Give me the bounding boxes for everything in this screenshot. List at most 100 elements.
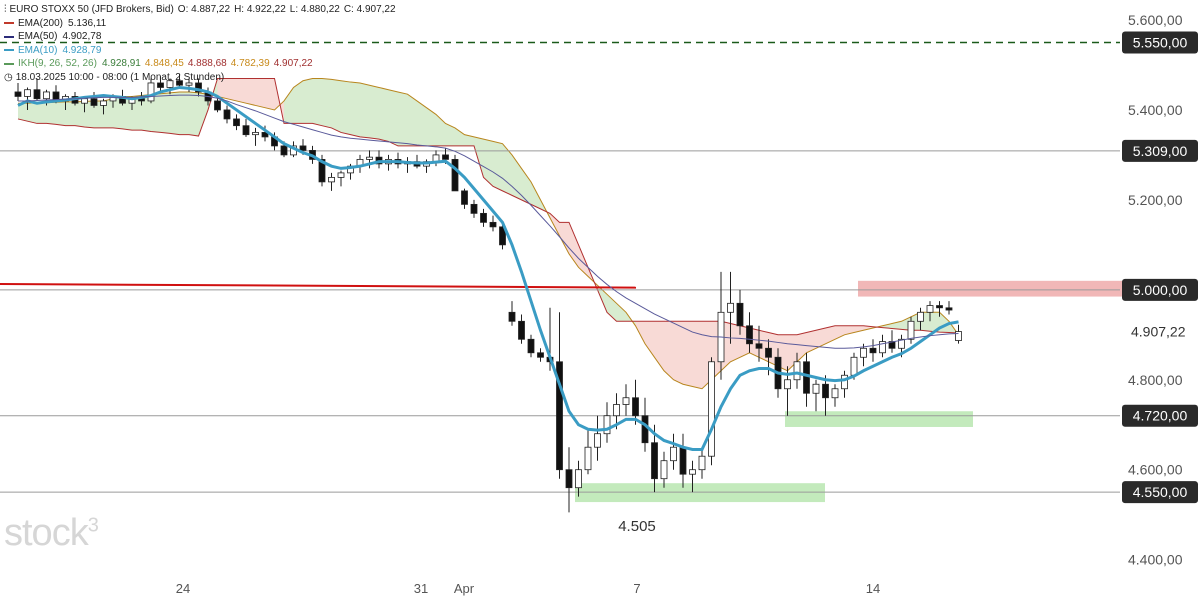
candle[interactable] <box>945 307 953 311</box>
candle[interactable] <box>613 404 620 417</box>
candle[interactable] <box>803 361 810 394</box>
candle[interactable] <box>299 145 307 151</box>
candle[interactable] <box>869 347 877 354</box>
candle[interactable] <box>518 320 525 340</box>
candle[interactable] <box>280 145 288 156</box>
price-badge[interactable] <box>1122 31 1198 54</box>
candle[interactable] <box>679 446 687 475</box>
candle[interactable] <box>223 109 231 120</box>
candle[interactable] <box>841 374 848 390</box>
candle[interactable] <box>157 82 164 88</box>
candle[interactable] <box>907 320 915 340</box>
candle[interactable] <box>831 388 839 399</box>
candle[interactable] <box>556 361 563 471</box>
candle[interactable] <box>689 469 696 475</box>
candle[interactable] <box>166 80 174 88</box>
timeframe-row: ◷ 18.03.2025 10:00 - 08:00 (1 Monat, 2 S… <box>4 71 400 85</box>
price-badge[interactable] <box>1122 139 1198 162</box>
x-axis[interactable]: 24 31 Apr 7 14 <box>176 581 880 596</box>
candle[interactable] <box>442 154 449 160</box>
legend-ema50[interactable]: EMA(50) 4.902,78 <box>4 30 400 44</box>
candle[interactable] <box>917 311 924 322</box>
candle[interactable] <box>698 455 706 471</box>
candle[interactable] <box>670 446 677 462</box>
candle[interactable] <box>812 383 820 394</box>
candle[interactable] <box>736 302 744 327</box>
candle[interactable] <box>33 89 41 100</box>
candle[interactable] <box>480 212 487 223</box>
candle[interactable] <box>233 118 240 127</box>
candle[interactable] <box>926 305 934 313</box>
candle[interactable] <box>784 379 791 390</box>
candle[interactable] <box>955 331 962 341</box>
candle[interactable] <box>24 89 31 97</box>
candle[interactable] <box>451 159 459 192</box>
candle[interactable] <box>318 159 326 183</box>
candle[interactable] <box>100 100 107 106</box>
candle[interactable] <box>43 91 50 100</box>
legend-ema200[interactable]: EMA(200) 5.136,11 <box>4 17 400 31</box>
candle[interactable] <box>632 397 639 417</box>
candle[interactable] <box>594 433 601 448</box>
candle[interactable] <box>470 203 478 214</box>
candle[interactable] <box>537 352 544 358</box>
candle[interactable] <box>651 442 658 480</box>
price-badge[interactable] <box>1122 278 1198 301</box>
candle[interactable] <box>584 446 592 471</box>
candle[interactable] <box>708 361 715 457</box>
legend-ema10[interactable]: EMA(10) 4.928,79 <box>4 44 400 58</box>
legend-ikh[interactable]: IKH(9, 26, 52, 26) 4.928,91 4.848,45 4.8… <box>4 57 400 71</box>
y-axis[interactable]: 5.600,00 5.400,00 5.200,00 4.800,00 4.600,00… <box>1122 12 1198 568</box>
candle[interactable] <box>328 176 335 183</box>
candle[interactable] <box>603 415 611 435</box>
y-tick-label: 4.400,00 <box>1128 552 1183 568</box>
candle[interactable] <box>641 415 649 444</box>
candle[interactable] <box>489 221 497 228</box>
candle[interactable] <box>727 302 734 313</box>
cloud-segment <box>293 80 303 124</box>
candle[interactable] <box>195 82 202 93</box>
candle[interactable] <box>508 311 516 322</box>
candle[interactable] <box>81 98 88 104</box>
candle[interactable] <box>860 347 867 358</box>
candle[interactable] <box>499 226 506 246</box>
candle[interactable] <box>527 338 535 354</box>
x-tick-label: Apr <box>454 581 475 596</box>
candle[interactable] <box>850 356 858 376</box>
candle[interactable] <box>755 343 763 349</box>
logo-sup: 3 <box>87 514 99 537</box>
candle[interactable] <box>147 82 155 102</box>
candle[interactable] <box>746 325 753 345</box>
candle[interactable] <box>765 347 772 358</box>
candle[interactable] <box>879 341 886 354</box>
cloud-segment <box>816 328 826 349</box>
candle[interactable] <box>242 125 250 136</box>
cloud-segment <box>151 93 161 133</box>
candle[interactable] <box>366 156 373 160</box>
candle[interactable] <box>822 383 829 399</box>
candle[interactable] <box>936 305 943 309</box>
candle[interactable] <box>660 460 668 480</box>
legend-label: EMA(200) <box>18 17 64 29</box>
candle[interactable] <box>252 132 259 136</box>
candle[interactable] <box>793 361 801 381</box>
candle[interactable] <box>461 190 468 205</box>
ema50-swatch <box>4 35 14 38</box>
price-badge[interactable] <box>1122 404 1198 427</box>
cloud-segment <box>673 321 683 385</box>
candle[interactable] <box>575 469 582 489</box>
candle[interactable] <box>214 100 221 111</box>
candle[interactable] <box>176 80 183 86</box>
candle[interactable] <box>622 397 630 405</box>
price-badge[interactable] <box>1122 481 1198 504</box>
x-tick-label: 24 <box>176 581 190 596</box>
candle[interactable] <box>14 91 22 97</box>
legend-value: 4.888,68 <box>187 58 227 69</box>
candle[interactable] <box>565 469 573 489</box>
candle[interactable] <box>898 338 905 349</box>
candle[interactable] <box>261 132 269 138</box>
candle[interactable] <box>185 82 193 86</box>
candle[interactable] <box>90 98 98 106</box>
candle[interactable] <box>337 172 345 178</box>
